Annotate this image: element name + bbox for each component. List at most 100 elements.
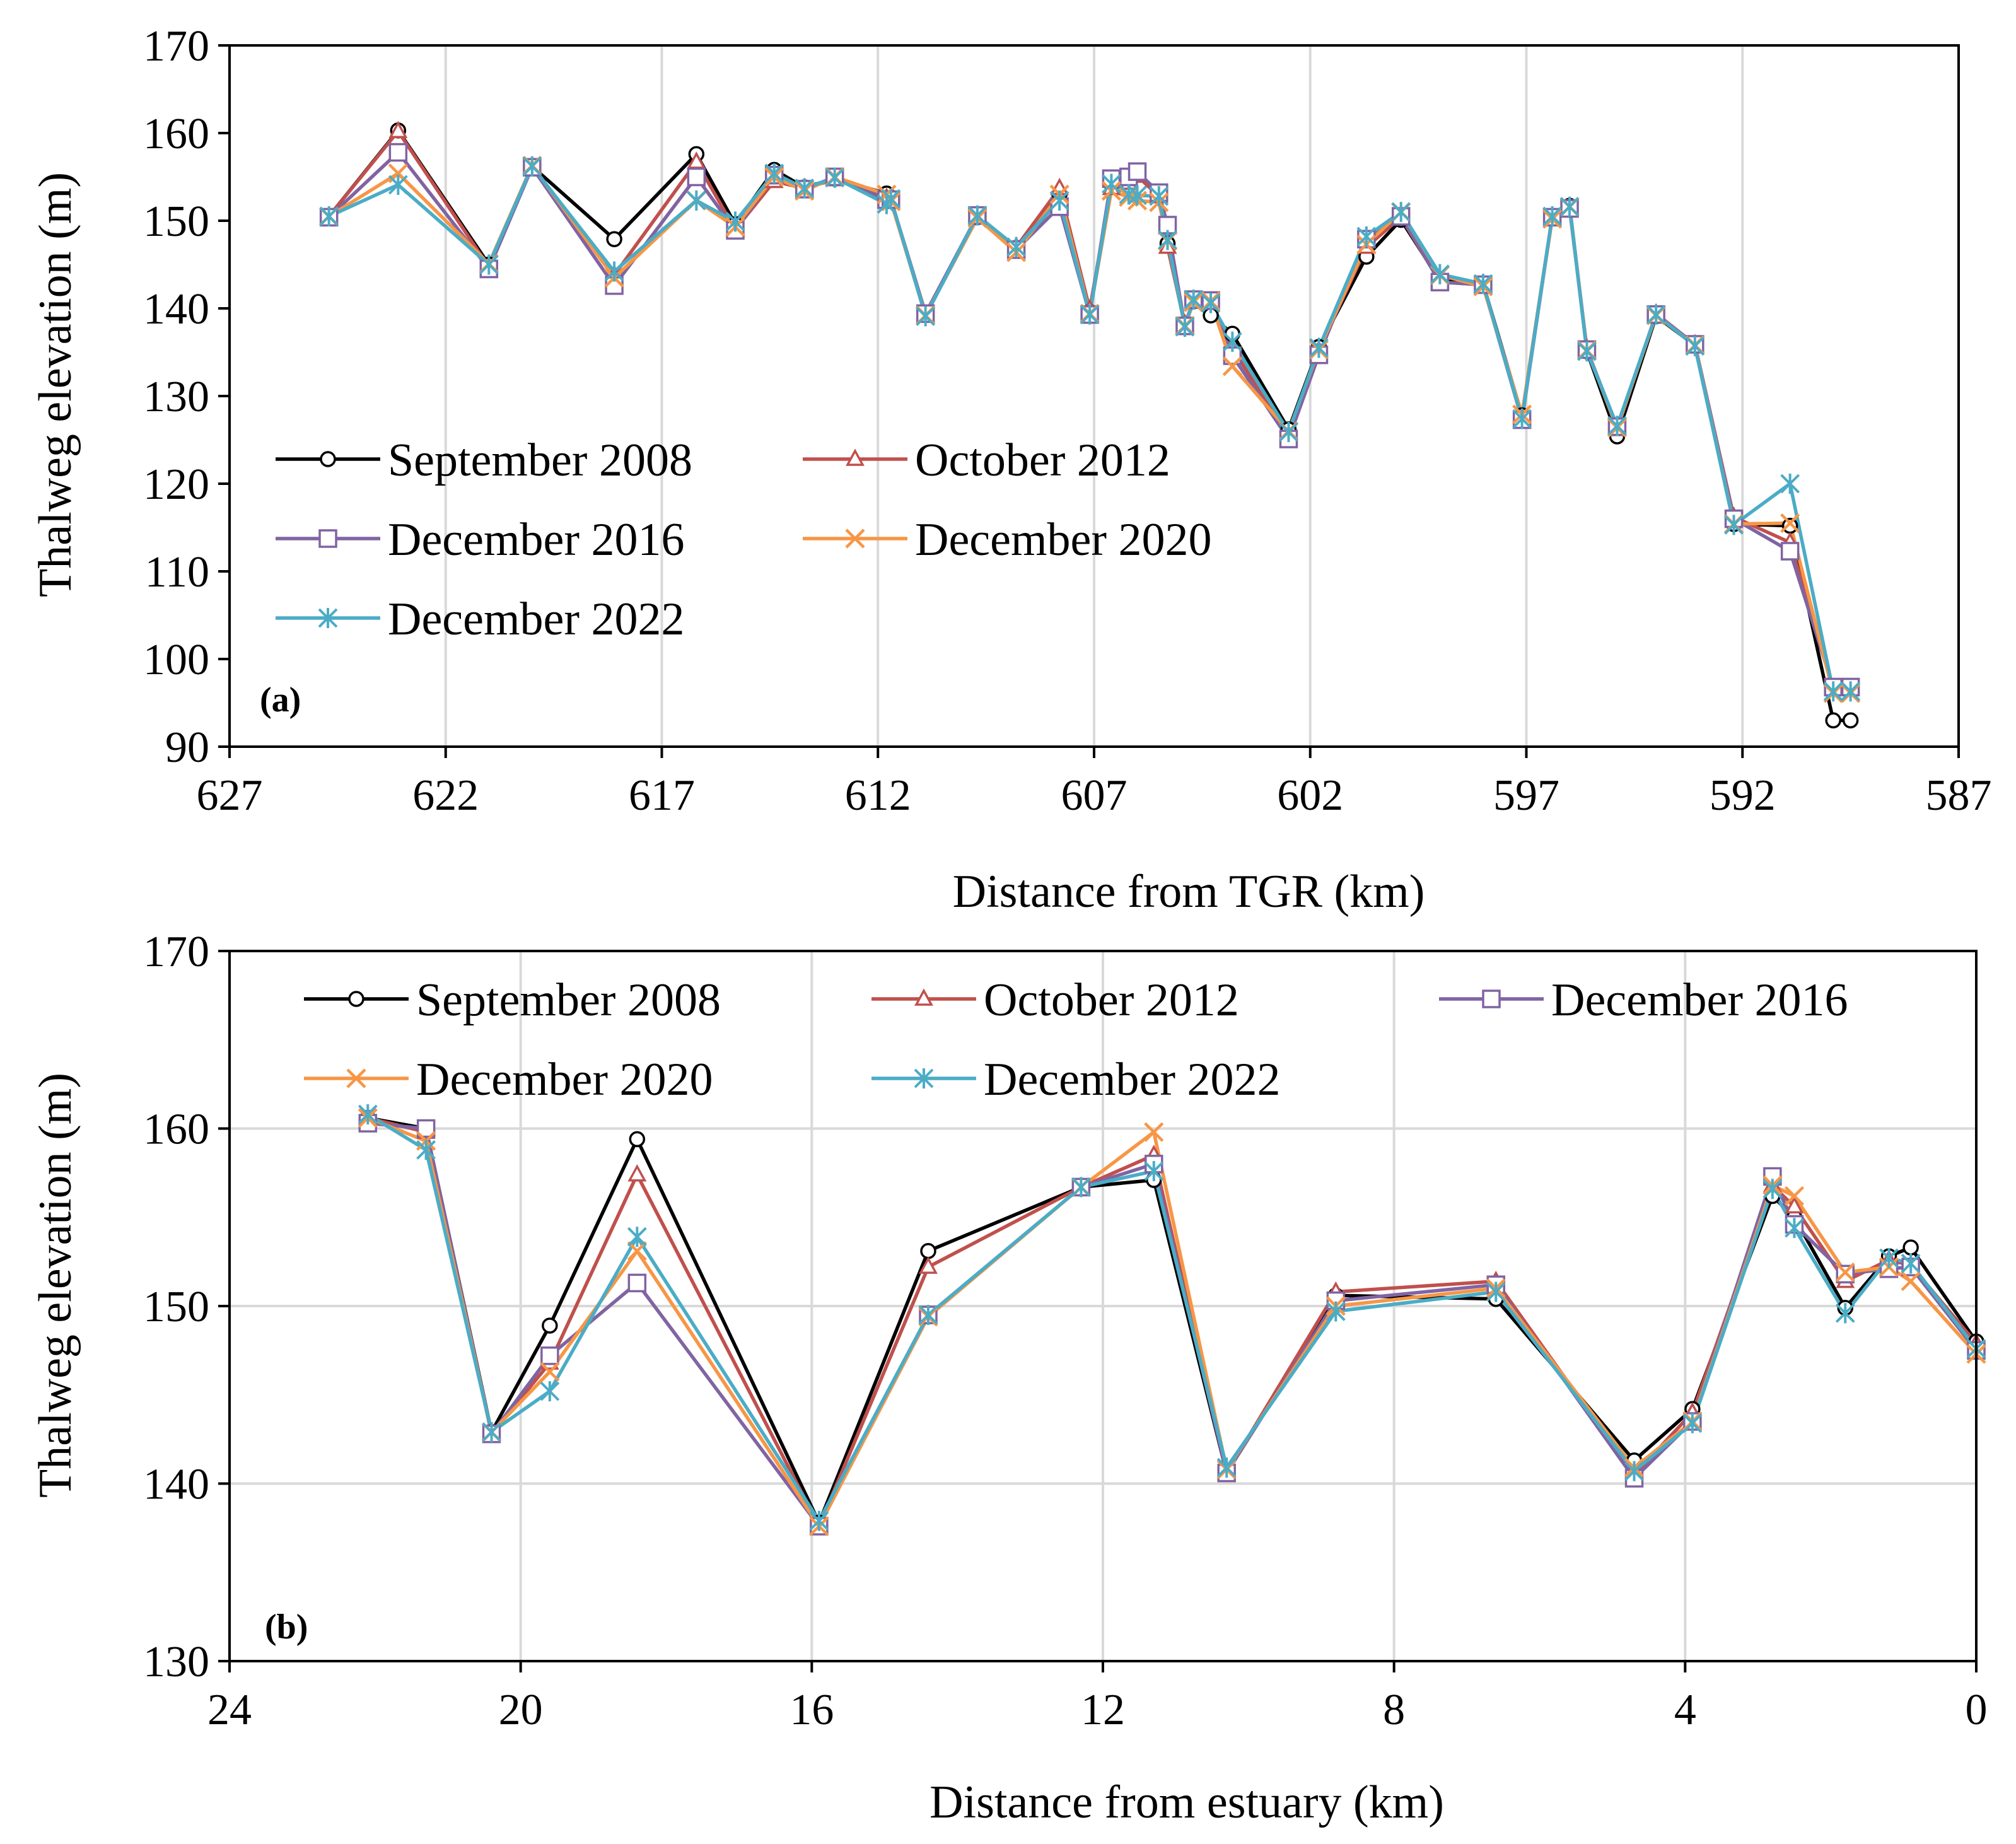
panel-a-point-december-2022-17 — [1102, 173, 1121, 194]
panel-a-point-october-2012-1 — [388, 120, 408, 138]
panel-a-point-december-2022-8 — [795, 178, 815, 199]
panel-b-y-axis-title: Thalweg elevation (m) — [30, 1073, 81, 1498]
panel-a-point-december-2016-5 — [687, 167, 706, 187]
panel-b-x-tick-0: 0 — [1966, 1686, 1988, 1734]
panel-a-legend: September 2008 October 2012 December 2016 D… — [276, 435, 1212, 645]
panel-a-point-december-2022-34 — [1559, 196, 1580, 217]
panel-a-x-tick-612: 612 — [845, 771, 911, 820]
panel-a-point-december-2022-0 — [319, 206, 339, 227]
panel-a-point-december-2022-15 — [1049, 190, 1069, 211]
panel-b-point-december-2022-2 — [482, 1421, 501, 1442]
panel-b-line-december-2020 — [367, 1116, 1978, 1528]
panel-b-point-december-2022-4 — [627, 1227, 647, 1247]
panel-a-y-tick-100: 100 — [143, 636, 209, 684]
panel-b-y-tick-160: 160 — [143, 1106, 209, 1154]
panel-a: 627 622 617 612 607 602 597 592 587 90 100 110 120 1… — [30, 22, 1992, 918]
panel-b-x-tick-16: 16 — [790, 1686, 834, 1734]
panel-a-legend-item-october-2012: October 2012 — [803, 435, 1170, 486]
panel-b-point-december-2022-9 — [1216, 1457, 1237, 1478]
panel-a-y-tick-140: 140 — [143, 285, 209, 334]
panel-a-point-december-2016-40 — [1780, 542, 1800, 561]
panel-b-legend-item-december-2022: December 2022 — [871, 1054, 1281, 1106]
panel-a-x-tick-602: 602 — [1277, 771, 1343, 820]
panel-a-legend-item-september-2008: September 2008 — [276, 435, 692, 486]
panel-a-legend-marker-december-2022 — [318, 608, 338, 628]
panel-a-legend-item-december-2016: December 2016 — [276, 514, 685, 566]
panel-b-y-tick-150: 150 — [143, 1283, 209, 1331]
panel-b-legend-label-september-2008: September 2008 — [416, 974, 721, 1026]
panel-b-series-markers — [358, 1104, 1986, 1536]
panel-b-point-october-2012-4 — [627, 1164, 647, 1182]
panel-b-point-october-2012-15 — [1785, 1196, 1804, 1214]
panel-a-point-december-2022-12 — [916, 306, 936, 327]
panel-b-legend-item-september-2008: September 2008 — [304, 974, 721, 1026]
panel-b-point-december-2020-8 — [1144, 1122, 1164, 1142]
panel-b-point-october-2012-6 — [919, 1256, 938, 1274]
panel-a-point-december-2022-1 — [388, 175, 408, 195]
panel-a-point-december-2016-19 — [1127, 162, 1147, 181]
panel-a-x-tick-607: 607 — [1061, 771, 1127, 820]
panel-a-point-december-2022-39 — [1724, 515, 1744, 535]
panel-a-legend-marker-december-2020 — [845, 528, 865, 549]
panel-b-point-december-2020-16 — [1835, 1262, 1855, 1283]
panel-a-point-december-2022-9 — [825, 167, 845, 188]
panel-b-label: (b) — [265, 1608, 308, 1647]
panel-b-point-december-2022-16 — [1835, 1303, 1855, 1324]
panel-a-point-december-2022-41 — [1823, 681, 1843, 702]
panel-a-legend-label-december-2022: December 2022 — [388, 593, 685, 645]
panel-b-grid — [230, 951, 1976, 1661]
panel-b-legend-label-october-2012: October 2012 — [984, 974, 1239, 1026]
panel-b-legend-marker-december-2020 — [346, 1068, 366, 1088]
panel-b-y-ticks: 130 140 150 160 170 — [143, 928, 230, 1686]
panel-b-y-tick-140: 140 — [143, 1461, 209, 1509]
panel-a-point-december-2022-40 — [1780, 474, 1800, 494]
panel-a-point-december-2022-30 — [1430, 264, 1450, 284]
panel-a-point-december-2022-36 — [1607, 416, 1627, 436]
panel-a-x-ticks: 627 622 617 612 607 602 597 592 587 — [197, 747, 1992, 820]
panel-b-point-december-2016-4 — [627, 1273, 647, 1293]
panel-b-series-lines — [366, 1112, 1978, 1528]
panel-a-y-axis-title: Thalweg elevation (m) — [30, 172, 81, 597]
panel-b-legend-label-december-2020: December 2020 — [416, 1054, 713, 1106]
panel-b-point-december-2022-0 — [358, 1104, 378, 1124]
panel-b-legend-label-december-2016: December 2016 — [1551, 974, 1848, 1026]
panel-b-point-december-2022-14 — [1763, 1179, 1783, 1199]
panel-b-legend-item-december-2020: December 2020 — [304, 1054, 713, 1106]
panel-b-x-tick-24: 24 — [207, 1686, 252, 1734]
panel-b-line-december-2016 — [368, 1121, 1978, 1528]
panel-a-x-tick-597: 597 — [1493, 771, 1559, 820]
panel-b-point-december-2022-17 — [1879, 1247, 1899, 1268]
panel-b: 24 20 16 12 8 4 0 130 140 150 160 170 Distance fro… — [30, 928, 1988, 1828]
panel-a-point-december-2022-16 — [1080, 304, 1100, 325]
panel-a-point-december-2022-28 — [1356, 226, 1377, 247]
panel-b-point-december-2022-13 — [1682, 1413, 1703, 1433]
panel-a-y-tick-120: 120 — [143, 460, 209, 509]
panel-b-point-september-2008-6 — [920, 1242, 936, 1259]
panel-b-legend-marker-october-2012 — [914, 988, 933, 1006]
panel-b-point-december-2022-1 — [416, 1140, 436, 1160]
panel-a-point-december-2022-2 — [479, 254, 499, 275]
panel-b-legend-item-december-2016: December 2016 — [1439, 974, 1848, 1026]
panel-a-legend-label-december-2020: December 2020 — [915, 514, 1212, 566]
panel-b-point-december-2022-5 — [809, 1510, 829, 1531]
panel-a-legend-marker-december-2016 — [318, 529, 337, 548]
panel-b-legend-item-october-2012: October 2012 — [871, 974, 1239, 1026]
panel-a-legend-label-september-2008: September 2008 — [388, 435, 692, 486]
panel-a-legend-marker-october-2012 — [846, 448, 865, 466]
panel-a-point-december-2022-42 — [1841, 681, 1861, 702]
panel-b-point-december-2020-3 — [540, 1362, 560, 1382]
panel-b-point-december-2020-4 — [627, 1241, 647, 1261]
panel-b-line-december-2022 — [366, 1112, 1978, 1523]
panel-b-legend-marker-september-2008 — [348, 991, 364, 1007]
panel-a-legend-label-october-2012: October 2012 — [915, 435, 1170, 486]
panel-a-point-december-2022-25 — [1222, 331, 1242, 352]
panel-a-y-tick-110: 110 — [145, 548, 209, 597]
panel-b-point-december-2022-18 — [1901, 1253, 1921, 1274]
panel-a-y-tick-130: 130 — [143, 373, 209, 421]
panel-a-x-tick-627: 627 — [197, 771, 263, 820]
panel-a-point-december-2022-31 — [1473, 274, 1493, 295]
panel-b-x-tick-20: 20 — [499, 1686, 543, 1734]
panel-b-legend-label-december-2022: December 2022 — [984, 1054, 1281, 1106]
panel-a-x-axis-title: Distance from TGR (km) — [953, 866, 1425, 918]
panel-a-x-tick-592: 592 — [1710, 771, 1776, 820]
